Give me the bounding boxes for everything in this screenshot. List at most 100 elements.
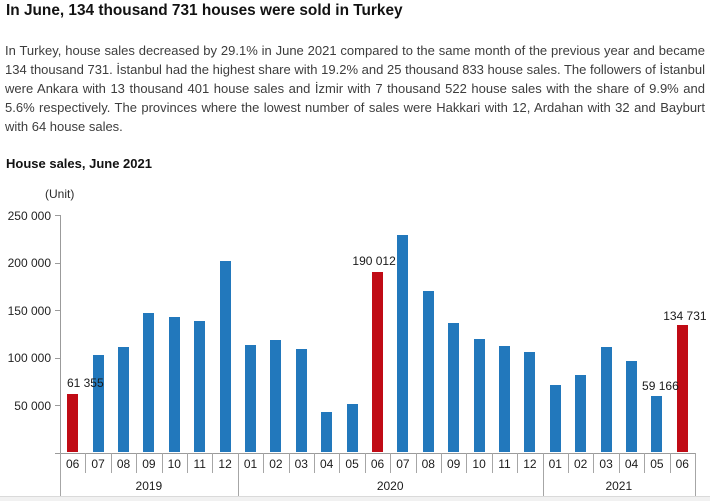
x-month-label: 07 (396, 456, 410, 471)
bar-2019-12 (219, 260, 231, 453)
month-separator (263, 452, 265, 473)
month-separator (568, 452, 569, 473)
bar-2020-01 (245, 344, 256, 453)
x-month-label: 11 (498, 456, 511, 471)
month-separator (441, 452, 442, 473)
month-separator (161, 452, 163, 473)
page-title: In June, 134 thousand 731 houses were so… (6, 2, 403, 19)
bar-2020-05 (346, 404, 358, 453)
x-month-label: 09 (447, 456, 461, 471)
bar-value-label: 190 012 (352, 254, 396, 269)
month-separator (517, 452, 519, 473)
bar-2021-06 (676, 324, 688, 453)
intro-line: 134 thousand 731. İstanbul had the highe… (5, 62, 705, 77)
x-month-label: 10 (167, 456, 181, 471)
x-month-label: 04 (624, 456, 639, 471)
bar-2020-06 (372, 271, 383, 453)
bar-value-label: 134 731 (663, 308, 707, 323)
x-month-label: 08 (116, 456, 131, 471)
bar-2019-08 (118, 347, 129, 453)
bar-2020-07 (397, 234, 409, 453)
month-separator (669, 452, 671, 473)
chart-unit-label: (Unit) (45, 187, 75, 201)
bar-value-label: 61 355 (66, 375, 104, 390)
bar-2020-02 (270, 339, 282, 453)
x-month-label: 06 (370, 456, 385, 471)
bar-2019-07 (92, 355, 104, 453)
month-separator (136, 452, 138, 473)
bottom-strip (0, 496, 710, 501)
month-separator (339, 452, 341, 473)
x-month-label: 02 (574, 456, 588, 471)
y-tick-label: 100 000 (7, 351, 51, 365)
month-separator (212, 452, 214, 473)
x-month-label: 03 (294, 456, 308, 471)
month-separator (491, 452, 493, 473)
bar-2020-08 (422, 290, 434, 453)
x-month-label: 07 (91, 456, 105, 471)
bar-2020-12 (524, 351, 536, 453)
chart-title: House sales, June 2021 (6, 156, 152, 171)
bar-2021-04 (626, 361, 637, 453)
month-separator (618, 452, 620, 473)
y-axis-line (60, 215, 61, 453)
month-separator (364, 452, 366, 473)
month-separator (187, 452, 188, 473)
bar-2021-01 (549, 385, 561, 453)
x-month-label: 03 (599, 456, 613, 471)
y-tick-label: 250 000 (7, 208, 51, 223)
x-month-label: 06 (675, 456, 689, 471)
year-separator (60, 452, 61, 496)
y-tick (55, 262, 60, 264)
month-separator (415, 452, 417, 473)
intro-line: with 64 house sales. (5, 119, 123, 134)
y-tick (55, 310, 60, 311)
x-axis-line (55, 452, 695, 454)
x-month-label: 02 (269, 456, 283, 471)
bar-value-label: 59 166 (642, 379, 679, 394)
x-month-label: 01 (243, 456, 258, 471)
bar-2020-10 (473, 338, 485, 453)
month-separator (85, 452, 87, 473)
x-year-label-2021: 2021 (605, 478, 633, 493)
x-month-label: 11 (193, 456, 206, 471)
month-separator (288, 452, 290, 473)
y-tick-label: 50 000 (14, 398, 51, 413)
bar-2020-04 (321, 411, 333, 453)
month-separator (593, 452, 595, 473)
x-month-label: 10 (472, 456, 486, 471)
bar-2019-11 (194, 321, 206, 453)
intro-line: 5.6% respectively. The provinces where t… (5, 100, 705, 115)
x-month-label: 05 (345, 456, 359, 471)
y-tick (55, 215, 60, 216)
bar-2020-09 (448, 322, 460, 453)
year-separator (237, 452, 239, 496)
x-month-label: 05 (650, 456, 664, 471)
bar-2020-03 (295, 349, 307, 453)
month-separator (110, 452, 112, 473)
month-separator (314, 452, 315, 473)
intro-line: In Turkey, house sales decreased by 29.1… (5, 43, 705, 58)
bar-2021-05 (651, 396, 663, 453)
x-year-label-2019: 2019 (135, 478, 163, 493)
bar-2019-06 (67, 394, 79, 453)
x-month-label: 04 (320, 456, 334, 471)
y-tick (55, 405, 60, 406)
year-separator (542, 452, 544, 496)
y-tick-label: 150 000 (7, 303, 51, 318)
x-month-label: 12 (523, 456, 537, 471)
bar-2020-11 (499, 345, 510, 453)
x-month-label: 06 (66, 456, 80, 471)
month-separator (390, 452, 392, 473)
x-month-label: 08 (421, 456, 435, 471)
bar-2019-10 (168, 316, 180, 453)
intro-line: were Ankara with 13 thousand 401 house s… (5, 81, 705, 96)
bar-2021-02 (575, 375, 587, 453)
y-tick-label: 200 000 (7, 256, 51, 270)
x-month-label: 09 (142, 456, 156, 471)
month-separator (644, 452, 646, 473)
year-separator (695, 452, 696, 496)
x-month-label: 01 (548, 456, 562, 471)
x-year-label-2020: 2020 (376, 478, 404, 493)
